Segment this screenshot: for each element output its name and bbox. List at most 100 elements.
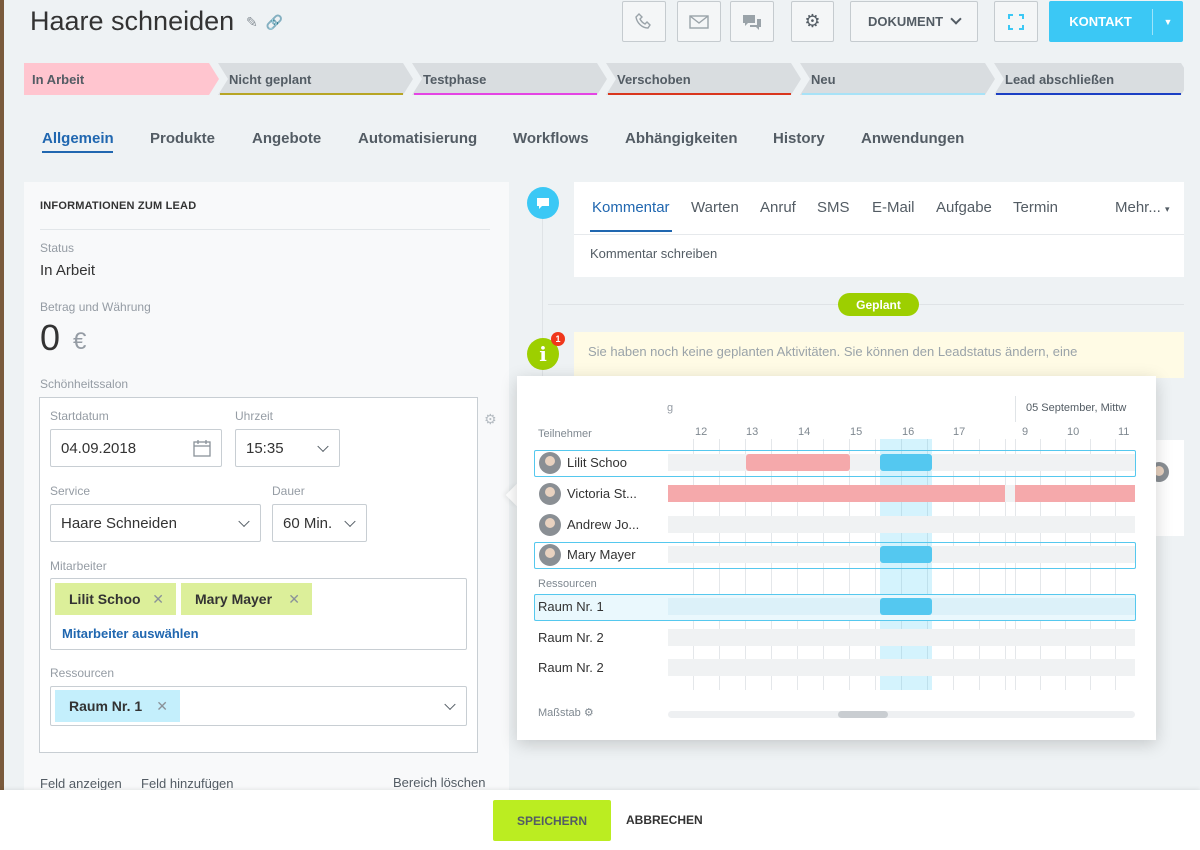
stage-shape[interactable] bbox=[24, 63, 219, 95]
tab-6[interactable]: Abhängigkeiten bbox=[625, 130, 738, 147]
activity-tab-4[interactable]: SMS bbox=[817, 199, 850, 216]
currency-value: € bbox=[73, 328, 87, 355]
stage-shape[interactable] bbox=[218, 63, 413, 95]
selected-row-outline bbox=[534, 450, 1136, 477]
comment-timeline-icon bbox=[527, 187, 559, 219]
caret-down-icon[interactable]: ▼ bbox=[1163, 16, 1173, 27]
stage-shape[interactable] bbox=[994, 63, 1184, 95]
section-label: Schönheitssalon bbox=[40, 377, 129, 391]
call-button[interactable] bbox=[622, 1, 666, 42]
edit-pencil-icon[interactable]: ✎ bbox=[246, 14, 258, 30]
selected-time-band[interactable] bbox=[880, 439, 932, 690]
window-edge bbox=[0, 0, 4, 850]
tab-3[interactable]: Angebote bbox=[252, 130, 322, 147]
selected-row-outline bbox=[534, 594, 1136, 621]
grid-line bbox=[1040, 439, 1041, 690]
document-button[interactable]: DOKUMENT bbox=[850, 1, 978, 42]
amount-value[interactable]: 0 bbox=[40, 317, 61, 358]
tab-8[interactable]: Anwendungen bbox=[861, 130, 965, 147]
status-value[interactable]: In Arbeit bbox=[40, 262, 96, 279]
remove-icon[interactable]: ✕ bbox=[288, 590, 300, 607]
timeline-row[interactable] bbox=[668, 516, 1135, 533]
resources-label: Ressourcen bbox=[50, 666, 115, 680]
resource-name[interactable]: Raum Nr. 1 bbox=[538, 599, 604, 614]
activity-tab-1[interactable]: Kommentar bbox=[592, 199, 670, 216]
staff-tag: Mary Mayer ✕ bbox=[181, 583, 312, 615]
tab-7[interactable]: History bbox=[773, 130, 825, 147]
link-icon[interactable]: 🔗 bbox=[265, 14, 284, 30]
convert-button[interactable] bbox=[994, 1, 1038, 42]
stage-shape[interactable] bbox=[800, 63, 995, 95]
grid-line bbox=[849, 439, 850, 690]
timeline-row[interactable] bbox=[668, 659, 1135, 676]
booked-slot[interactable] bbox=[880, 598, 932, 615]
resource-name[interactable]: Raum Nr. 2 bbox=[538, 630, 604, 645]
calendar-icon[interactable] bbox=[193, 440, 211, 457]
activity-tab-7[interactable]: Termin bbox=[1013, 199, 1059, 216]
scale-label[interactable]: Maßstab ⚙ bbox=[538, 706, 594, 719]
stage-1[interactable]: In Arbeit bbox=[24, 63, 84, 96]
stage-4[interactable]: Verschoben bbox=[609, 63, 691, 96]
tab-2[interactable]: Produkte bbox=[150, 130, 216, 147]
stage-shape[interactable] bbox=[606, 63, 801, 95]
select-staff-link[interactable]: Mitarbeiter auswählen bbox=[62, 626, 199, 641]
comment-input[interactable]: Kommentar schreiben bbox=[590, 246, 718, 261]
delete-section-link[interactable]: Bereich löschen bbox=[393, 775, 486, 790]
more-tabs-button[interactable]: Mehr... ▾ bbox=[1115, 199, 1170, 216]
remove-icon[interactable]: ✕ bbox=[156, 697, 168, 714]
tab-4[interactable]: Automatisierung bbox=[358, 130, 478, 147]
scrollbar-thumb[interactable] bbox=[838, 711, 888, 718]
remove-icon[interactable]: ✕ bbox=[152, 590, 164, 607]
activity-tab-5[interactable]: E-Mail bbox=[872, 199, 915, 216]
booked-slot[interactable] bbox=[880, 454, 932, 471]
resource-name[interactable]: Raum Nr. 2 bbox=[538, 660, 604, 675]
time-select[interactable]: 15:35 bbox=[235, 429, 340, 467]
chevron-down-icon bbox=[317, 440, 329, 453]
stage-label: Lead abschließen bbox=[1005, 72, 1115, 87]
stage-6[interactable]: Lead abschließen bbox=[997, 63, 1114, 96]
hour-label: 11 bbox=[1118, 426, 1130, 438]
add-field-link[interactable]: Feld hinzufügen bbox=[141, 776, 234, 791]
participant-name[interactable]: Lilit Schoo bbox=[567, 455, 627, 470]
start-date-input[interactable]: 04.09.2018 bbox=[50, 429, 222, 467]
activity-tab-6[interactable]: Aufgabe bbox=[936, 199, 992, 216]
timeline-row[interactable] bbox=[668, 629, 1135, 646]
time-value: 15:35 bbox=[246, 439, 284, 457]
hour-label: 14 bbox=[798, 426, 811, 438]
resource-tag-label: Raum Nr. 1 bbox=[69, 698, 143, 714]
activity-tab-3[interactable]: Anruf bbox=[760, 199, 796, 216]
phone-icon bbox=[635, 12, 651, 29]
cancel-button[interactable]: ABBRECHEN bbox=[626, 813, 703, 827]
tab-5[interactable]: Workflows bbox=[513, 130, 589, 147]
save-button[interactable]: SPEICHERN bbox=[493, 800, 611, 841]
service-value: Haare Schneiden bbox=[61, 514, 177, 532]
stage-shape[interactable] bbox=[412, 63, 607, 95]
grid-line bbox=[1065, 439, 1066, 690]
duration-select[interactable]: 60 Min. bbox=[272, 504, 367, 542]
settings-button[interactable]: ⚙ bbox=[791, 1, 834, 42]
more-label: Mehr... bbox=[1115, 199, 1161, 216]
stage-5[interactable]: Neu bbox=[803, 63, 836, 96]
activity-tab-2[interactable]: Warten bbox=[691, 199, 739, 216]
status-label: Status bbox=[40, 241, 75, 255]
participants-label: Teilnehmer bbox=[538, 428, 592, 440]
participant-name[interactable]: Victoria St... bbox=[567, 486, 637, 501]
hour-label: 17 bbox=[953, 426, 966, 438]
participant-name[interactable]: Mary Mayer bbox=[567, 547, 636, 562]
participant-name[interactable]: Andrew Jo... bbox=[567, 517, 640, 532]
section-gear-icon[interactable]: ⚙ bbox=[484, 411, 497, 427]
contact-separator bbox=[1152, 8, 1153, 35]
stage-2[interactable]: Nicht geplant bbox=[221, 63, 311, 96]
duration-label: Dauer bbox=[272, 484, 305, 498]
stage-3[interactable]: Testphase bbox=[415, 63, 486, 96]
timeline-scrollbar[interactable] bbox=[668, 711, 1135, 718]
chat-button[interactable] bbox=[730, 1, 774, 42]
grid-line bbox=[771, 439, 772, 690]
tab-1[interactable]: Allgemein bbox=[42, 130, 114, 147]
service-select[interactable]: Haare Schneiden bbox=[50, 504, 261, 542]
mail-button[interactable] bbox=[677, 1, 721, 42]
show-field-link[interactable]: Feld anzeigen bbox=[40, 776, 122, 791]
chevron-down-icon bbox=[344, 515, 356, 528]
contact-button[interactable]: KONTAKT ▼ bbox=[1049, 1, 1183, 42]
booked-slot[interactable] bbox=[880, 546, 932, 563]
